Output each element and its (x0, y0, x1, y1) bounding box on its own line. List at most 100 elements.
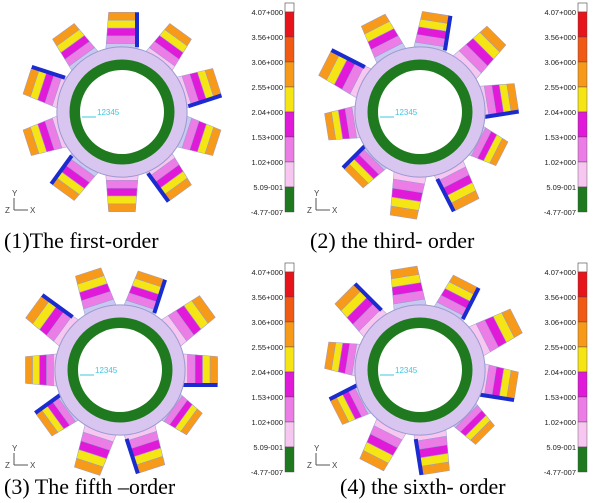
legend-label: 3.06+000 (545, 58, 577, 67)
legend-band (578, 372, 587, 397)
legend-label: 1.53+000 (252, 133, 284, 142)
legend-label: -4.77-007 (251, 468, 283, 477)
axis-x-label: X (332, 461, 338, 470)
tooth-band (195, 355, 203, 385)
gear-bore (78, 328, 162, 412)
legend-label: 3.06+000 (252, 58, 284, 67)
legend-band (578, 297, 587, 322)
tooth-band (210, 356, 218, 384)
legend-label: 3.56+000 (252, 33, 284, 42)
tooth-band (108, 204, 136, 212)
legend-band (578, 347, 587, 372)
gear-bore (378, 70, 462, 154)
legend-label: 2.04+000 (545, 368, 577, 377)
legend-band (285, 422, 294, 447)
axis-y-label: Y (12, 189, 18, 198)
caption: (2) the third- order (310, 228, 475, 253)
tooth-band (108, 12, 136, 20)
legend-label: 1.53+000 (545, 133, 577, 142)
legend-band (285, 347, 294, 372)
legend-label: 1.02+000 (252, 158, 284, 167)
legend-label: 2.55+000 (545, 83, 577, 92)
legend-band (578, 62, 587, 87)
legend-label: 3.56+000 (545, 293, 577, 302)
legend-label: 2.04+000 (545, 108, 577, 117)
legend-label: 4.07+000 (252, 268, 284, 277)
legend-band (578, 112, 587, 137)
legend-band (285, 372, 294, 397)
legend-label: -4.77-007 (544, 208, 576, 217)
legend-band (578, 447, 587, 472)
legend-band (285, 12, 294, 37)
node-label: 12345 (95, 366, 118, 375)
legend-label: 1.02+000 (545, 418, 577, 427)
legend-label: 2.55+000 (545, 343, 577, 352)
legend-band (578, 87, 587, 112)
legend-label: 3.56+000 (252, 293, 284, 302)
axis-x-label: X (332, 206, 338, 215)
legend-label: 1.53+000 (252, 393, 284, 402)
tooth-band (107, 188, 137, 196)
axis-x-label: X (30, 461, 36, 470)
legend-band (578, 322, 587, 347)
legend-band (285, 162, 294, 187)
caption: (1)The first-order (4, 228, 159, 253)
legend-band (285, 447, 294, 472)
axis-y-label: Y (314, 189, 320, 198)
axis-y-label: Y (12, 444, 18, 453)
figure: 12345 4.07+000 3.56+000 3.06+000 2.55+000 2.0… (0, 0, 593, 503)
legend-band (285, 62, 294, 87)
legend-band (578, 12, 587, 37)
legend-label: 1.02+000 (545, 158, 577, 167)
legend-band (578, 272, 587, 297)
legend-label: -4.77-007 (251, 208, 283, 217)
legend-top-cap (285, 3, 294, 12)
tooth-band (107, 20, 136, 28)
axis-z-label: Z (307, 461, 312, 470)
legend-band (285, 397, 294, 422)
gear: 12345 (23, 267, 217, 477)
legend-band (285, 187, 294, 212)
legend-label: 4.07+000 (545, 268, 577, 277)
legend-band (578, 37, 587, 62)
legend-label: -4.77-007 (544, 468, 576, 477)
node-label: 12345 (395, 108, 418, 117)
legend-label: 5.09-001 (253, 443, 283, 452)
legend-band (285, 112, 294, 137)
legend-band (285, 272, 294, 297)
legend-band (578, 137, 587, 162)
legend-band (285, 322, 294, 347)
axis-z-label: Z (5, 461, 10, 470)
tooth-edge (135, 12, 139, 47)
legend-band (578, 422, 587, 447)
legend-label: 5.09-001 (546, 183, 576, 192)
tooth-band (39, 355, 46, 385)
tooth-band (188, 354, 196, 386)
tooth-band (106, 36, 138, 44)
legend-top-cap (578, 263, 587, 272)
legend-band (578, 162, 587, 187)
legend-label: 3.06+000 (252, 318, 284, 327)
axis-z-label: Z (5, 206, 10, 215)
legend-label: 2.04+000 (252, 108, 284, 117)
tooth-band (107, 28, 137, 36)
legend-label: 1.53+000 (545, 393, 577, 402)
legend-label: 5.09-001 (546, 443, 576, 452)
caption: (4) the sixth- order (340, 474, 506, 499)
legend-label: 4.07+000 (545, 8, 577, 17)
legend-band (285, 297, 294, 322)
legend-band (285, 137, 294, 162)
gear: 12345 (22, 12, 222, 212)
axis-x-label: X (30, 206, 36, 215)
figure-canvas: 12345 4.07+000 3.56+000 3.06+000 2.55+000 2.0… (0, 0, 593, 503)
axis-y-label: Y (314, 444, 320, 453)
legend-band (285, 87, 294, 112)
legend-top-cap (285, 263, 294, 272)
caption: (3) The fifth –order (4, 474, 176, 499)
gear-bore (80, 70, 164, 154)
legend-band (285, 37, 294, 62)
tooth-band (203, 355, 211, 384)
tooth-band (46, 354, 53, 386)
tooth-edge (183, 383, 217, 387)
tooth-band (106, 180, 138, 188)
